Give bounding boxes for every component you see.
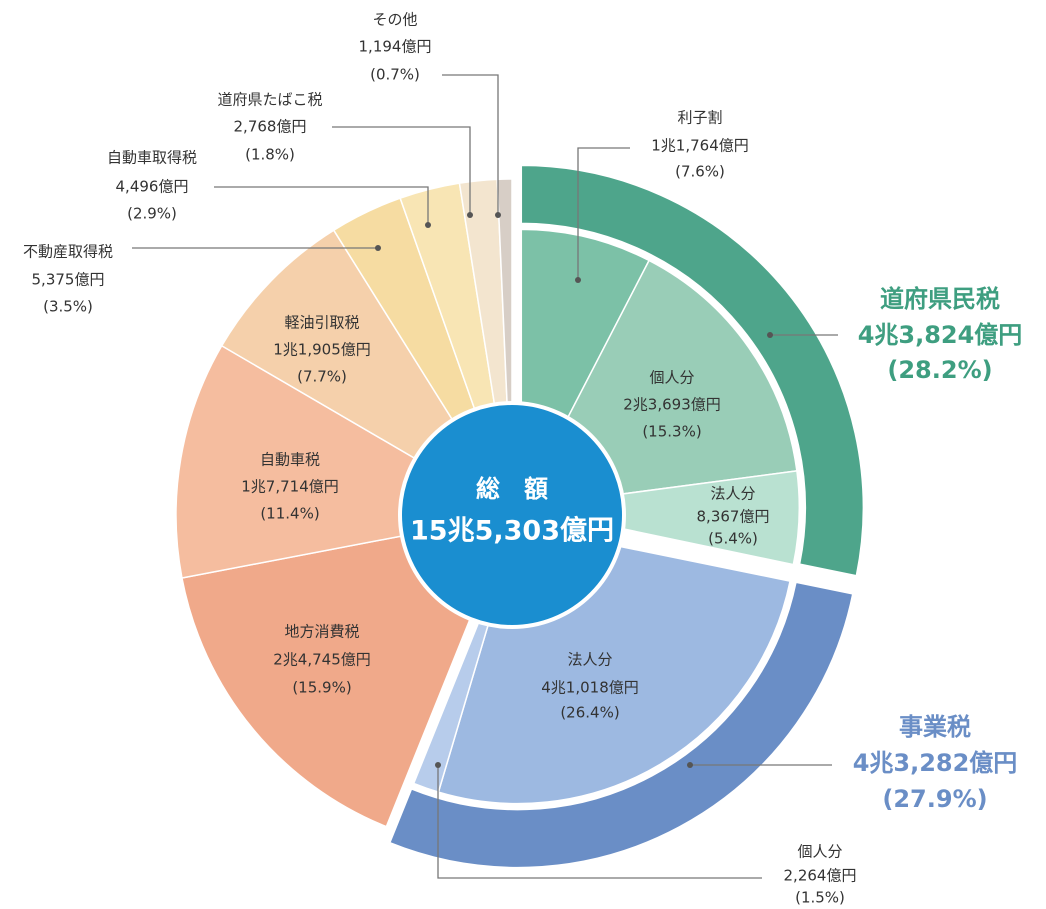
leader-dot — [467, 212, 473, 218]
label-name: 自動車取得税 — [107, 149, 197, 167]
label-name: 法人分 — [710, 485, 755, 503]
label-value-label: (27.9%) — [882, 785, 987, 813]
labels: 道府県民税 4兆3,824億円 (28.2%) 利子割 1兆1,764億円 (7.6%) 個… — [23, 11, 1022, 907]
label-amount: 1兆1,764億円 — [651, 137, 749, 155]
label-value-label: (2.9%) — [127, 205, 177, 223]
label-value-label: (7.6%) — [675, 163, 725, 181]
label-name: 個人分 — [797, 843, 842, 861]
leader-dot — [767, 332, 773, 338]
label-value-label: (11.4%) — [260, 505, 319, 523]
leader-dot — [435, 762, 441, 768]
label-name: 自動車税 — [260, 451, 320, 469]
label-value-label: (15.9%) — [292, 679, 351, 697]
label-name: 利子割 — [677, 109, 722, 127]
leader-line — [442, 74, 499, 215]
leader-dot — [495, 212, 501, 218]
label-value-label: (26.4%) — [560, 704, 619, 722]
label-amount: 4兆3,824億円 — [858, 321, 1023, 349]
label-name: 軽油引取税 — [284, 314, 359, 332]
label-amount: 1兆7,714億円 — [241, 478, 339, 496]
group-ring — [388, 581, 854, 869]
leader-dot — [425, 222, 431, 228]
center-title: 総 額 — [476, 475, 548, 503]
label-name: その他 — [372, 11, 417, 29]
leader-line — [437, 765, 762, 879]
leader-line — [577, 147, 630, 280]
label-amount: 4兆1,018億円 — [541, 679, 639, 697]
label-amount: 2,264億円 — [784, 867, 857, 885]
label-value-label: (3.5%) — [43, 298, 93, 316]
label-amount: 2兆4,745億円 — [273, 651, 371, 669]
label-amount: 4兆3,282億円 — [853, 749, 1018, 777]
label-amount: 2兆3,693億円 — [623, 396, 721, 414]
label-name: 不動産取得税 — [23, 243, 113, 261]
center-total: 15兆5,303億円 — [410, 516, 614, 547]
label-amount: 1,194億円 — [359, 38, 432, 56]
group-ring — [520, 164, 864, 577]
label-name: 個人分 — [649, 369, 694, 387]
label-name: 地方消費税 — [284, 623, 359, 641]
leader-line — [332, 126, 471, 215]
center-circle — [398, 401, 626, 629]
label-value-label: (0.7%) — [370, 66, 420, 84]
label-name: 事業税 — [899, 713, 971, 741]
label-amount: 1兆1,905億円 — [273, 341, 371, 359]
label-value-label: (15.3%) — [642, 423, 701, 441]
label-value-label: (5.4%) — [708, 530, 758, 548]
label-name: 道府県たばこ税 — [217, 91, 322, 109]
label-value-label: (7.7%) — [297, 368, 347, 386]
leader-dot — [687, 762, 693, 768]
part-slice — [521, 469, 801, 566]
label-name: 道府県民税 — [880, 285, 1000, 313]
label-value-label: (1.5%) — [795, 889, 845, 907]
leader-dot — [575, 277, 581, 283]
label-name: 法人分 — [567, 651, 612, 669]
label-amount: 2,768億円 — [234, 118, 307, 136]
label-amount: 8,367億円 — [697, 508, 770, 526]
label-value-label: (1.8%) — [245, 146, 295, 164]
label-value-label: (28.2%) — [887, 356, 992, 384]
leader-line — [214, 186, 429, 225]
label-amount: 4,496億円 — [116, 178, 189, 196]
label-amount: 5,375億円 — [32, 271, 105, 289]
leader-dot — [375, 245, 381, 251]
